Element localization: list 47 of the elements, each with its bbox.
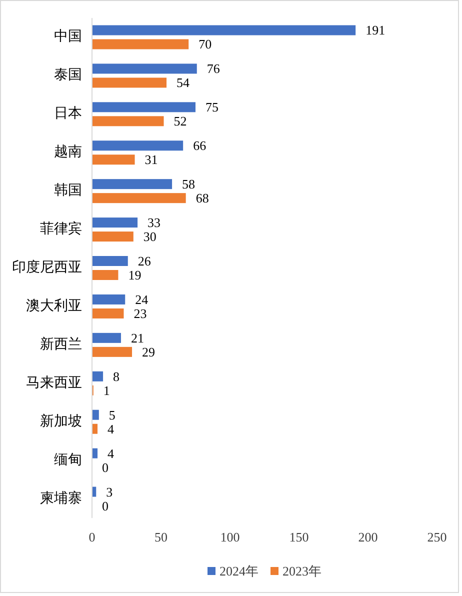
data-label: 33 [148, 215, 161, 230]
y-tick-label: 中国 [54, 28, 82, 45]
y-tick-label: 新西兰 [40, 336, 82, 352]
y-tick-label: 泰国 [54, 67, 82, 84]
y-tick-label: 日本 [54, 106, 82, 122]
y-tick-label: 韩国 [54, 182, 82, 199]
x-tick-label: 150 [289, 530, 309, 544]
data-label: 0 [102, 498, 108, 514]
data-label: 23 [134, 306, 147, 321]
y-tick-label: 柬埔寨 [40, 490, 82, 506]
data-label: 19 [128, 268, 142, 282]
y-tick-label: 缅甸 [54, 452, 82, 468]
y-tick-label: 澳大利亚 [26, 298, 82, 314]
x-tick-label: 250 [427, 530, 447, 544]
x-tick-label: 200 [358, 530, 378, 544]
data-label: 26 [138, 254, 152, 268]
y-tick-label: 越南 [54, 144, 82, 160]
legend-label: 2024年 [220, 564, 258, 578]
data-label: 75 [206, 100, 218, 115]
data-label: 54 [176, 75, 190, 90]
x-tick-label: 0 [88, 530, 96, 544]
data-label: 1 [103, 382, 110, 398]
data-label: 68 [196, 190, 209, 206]
data-label: 58 [182, 176, 196, 192]
legend-label: 2023年 [282, 564, 322, 578]
data-label: 0 [102, 460, 108, 475]
y-tick-label: 印度尼西亚 [12, 260, 82, 276]
data-label: 8 [113, 368, 120, 384]
y-tick-label: 菲律宾 [40, 221, 82, 238]
data-label: 4 [108, 446, 115, 461]
data-label: 24 [135, 292, 149, 307]
x-tick-label: 100 [220, 530, 240, 544]
data-label: 52 [174, 114, 187, 129]
data-label: 3 [106, 484, 113, 500]
y-tick-label: 马来西亚 [26, 374, 82, 391]
data-label: 31 [144, 152, 158, 168]
data-label: 70 [198, 36, 212, 52]
data-label: 76 [206, 61, 220, 76]
data-label: 66 [193, 138, 207, 154]
data-label: 4 [108, 421, 115, 436]
data-label: 5 [108, 407, 116, 422]
data-label: 191 [366, 22, 386, 38]
data-label: 30 [143, 229, 156, 244]
data-label: 29 [142, 344, 156, 360]
x-tick-label: 50 [154, 530, 168, 544]
data-label: 21 [130, 330, 144, 346]
y-tick-label: 新加坡 [40, 413, 82, 430]
